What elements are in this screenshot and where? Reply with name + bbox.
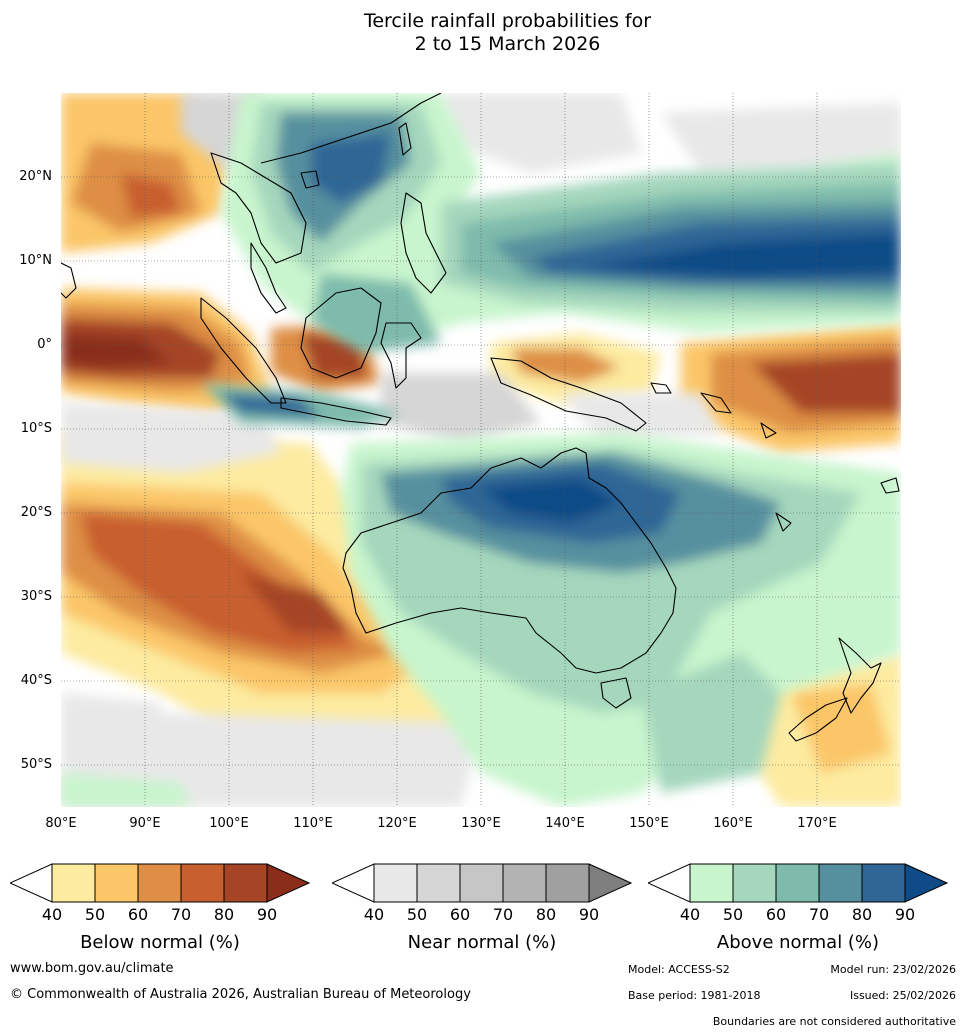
rainfall-probability-map (61, 93, 901, 807)
legend-near-swatch-3 (459, 863, 504, 903)
lon-label-150e: 150°E (629, 816, 669, 831)
lon-label-140e: 140°E (545, 816, 585, 831)
legend-above-swatch-1 (689, 863, 734, 903)
tasmania-coastline (600, 677, 632, 709)
lat-label-10s: 10°S (20, 421, 52, 436)
legend-below-tick: 80 (213, 905, 235, 924)
legend-near-title: Near normal (%) (407, 932, 557, 953)
lon-label-130e: 130°E (461, 816, 501, 831)
legend-above-swatch-3 (775, 863, 820, 903)
australia-coastline (342, 447, 677, 674)
map-svg (61, 93, 901, 807)
lon-label-120e: 120°E (377, 816, 417, 831)
legend-near-normal (332, 862, 632, 904)
legend-below-swatch-0 (10, 863, 53, 903)
website-link[interactable]: www.bom.gov.au/climate (10, 961, 174, 976)
legend-near-swatch-4 (502, 863, 547, 903)
lon-label-80e: 80°E (45, 816, 77, 831)
legend-above-tick: 90 (894, 905, 916, 924)
borneo-coastline (300, 287, 382, 379)
model-name: Model: ACCESS-S2 (628, 963, 730, 976)
legend-above-tick: 60 (765, 905, 787, 924)
new-zealand-north-coastline (838, 637, 882, 714)
legend-below-swatch-3 (137, 863, 182, 903)
legend-below-swatch-4 (180, 863, 225, 903)
coastlines (61, 93, 900, 742)
lon-label-170e: 170°E (797, 816, 837, 831)
boundaries-disclaimer: Boundaries are not considered authoritat… (712, 1015, 956, 1028)
hainan-coastline (300, 170, 320, 189)
base-period: Base period: 1981-2018 (628, 989, 761, 1002)
graticule (61, 93, 901, 807)
legend-above-swatch-6 (904, 863, 948, 903)
legend-below-tick: 90 (256, 905, 278, 924)
issued-date: Issued: 25/02/2026 (849, 989, 956, 1002)
legend-above-swatch-4 (818, 863, 863, 903)
above-normal-regions (61, 93, 901, 807)
legend-above-bar (648, 863, 948, 903)
lat-label-10n: 10°N (19, 253, 52, 268)
legend-near-bar (332, 863, 632, 903)
taiwan-coastline (398, 122, 412, 156)
legend-near-swatch-2 (416, 863, 461, 903)
legend-below-normal (10, 862, 310, 904)
legend-near-tick: 90 (578, 905, 600, 924)
legend-below-swatch-6 (266, 863, 310, 903)
legend-above-tick: 70 (808, 905, 830, 924)
lat-label-40s: 40°S (20, 673, 52, 688)
java-coastline (280, 397, 392, 426)
legend-below-tick: 70 (170, 905, 192, 924)
legend-near-swatch-0 (332, 863, 375, 903)
legend-below-tick: 60 (127, 905, 149, 924)
legend-above-swatch-0 (648, 863, 691, 903)
lon-label-160e: 160°E (713, 816, 753, 831)
lat-label-30s: 30°S (20, 589, 52, 604)
sumatra-coastline (200, 297, 287, 404)
legend-near-tick: 80 (535, 905, 557, 924)
legend-below-swatch-5 (223, 863, 268, 903)
map-title: Tercile rainfall probabilities for 2 to … (0, 10, 965, 56)
legend-above-tick: 50 (722, 905, 744, 924)
legend-above-tick: 40 (679, 905, 701, 924)
legend-below-bar (10, 863, 310, 903)
lon-label-100e: 100°E (209, 816, 249, 831)
lon-label-110e: 110°E (293, 816, 333, 831)
sulawesi-coastline (380, 322, 422, 389)
lat-label-20s: 20°S (20, 505, 52, 520)
legend-near-swatch-5 (545, 863, 590, 903)
legend-near-tick: 50 (406, 905, 428, 924)
new-zealand-south-coastline (788, 697, 848, 742)
lat-label-20n: 20°N (19, 169, 52, 184)
copyright-notice: © Commonwealth of Australia 2026, Austra… (10, 987, 471, 1002)
legend-near-tick: 40 (363, 905, 385, 924)
lon-label-90e: 90°E (129, 816, 161, 831)
indochina-coastline (210, 152, 307, 264)
legend-near-tick: 60 (449, 905, 471, 924)
legend-near-tick: 70 (492, 905, 514, 924)
lat-label-0: 0° (37, 337, 52, 352)
legend-above-normal (648, 862, 948, 904)
title-line-2: 2 to 15 March 2026 (414, 33, 601, 55)
malay-peninsula-coastline (250, 242, 287, 314)
philippines-coastline (400, 192, 447, 294)
india-coastline (61, 262, 77, 299)
legend-above-swatch-2 (732, 863, 777, 903)
legend-below-tick: 40 (41, 905, 63, 924)
legend-below-swatch-1 (51, 863, 96, 903)
legend-above-tick: 80 (851, 905, 873, 924)
title-line-1: Tercile rainfall probabilities for (363, 10, 652, 32)
legend-above-swatch-5 (861, 863, 906, 903)
legend-near-swatch-1 (373, 863, 418, 903)
model-run-date: Model run: 23/02/2026 (830, 963, 956, 976)
legend-near-swatch-6 (588, 863, 632, 903)
legend-below-title: Below normal (%) (80, 932, 240, 953)
legend-above-title: Above normal (%) (716, 932, 880, 953)
new-guinea-coastline (490, 357, 647, 432)
legend-below-tick: 50 (84, 905, 106, 924)
legend-below-swatch-2 (94, 863, 139, 903)
lat-label-50s: 50°S (20, 757, 52, 772)
china-coastline (260, 93, 442, 164)
